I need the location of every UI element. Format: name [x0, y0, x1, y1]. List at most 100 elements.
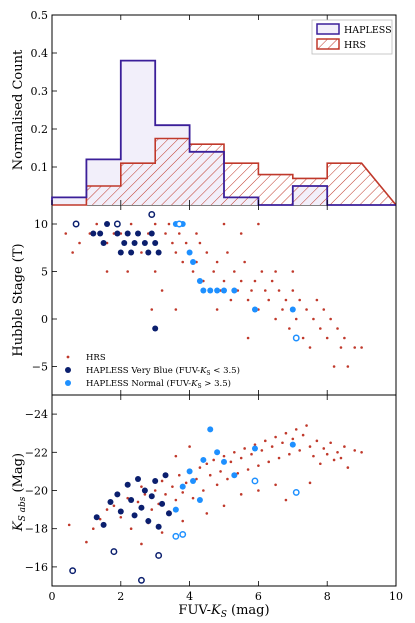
hrs-point	[278, 457, 281, 460]
hrs-point	[95, 223, 98, 226]
very-blue-point	[149, 231, 155, 237]
hrs-point	[120, 516, 123, 519]
hrs-point	[292, 270, 295, 273]
legend-normal-marker	[65, 380, 71, 386]
legend-normal-text: HAPLESS Normal (FUV-KS > 3.5)	[86, 378, 231, 390]
hrs-point	[295, 428, 298, 431]
hrs-point	[161, 480, 164, 483]
hrs-point	[206, 512, 209, 515]
y-tick-label: −20	[25, 485, 48, 498]
y-tick-label: −22	[25, 446, 48, 459]
hrs-point	[164, 493, 167, 496]
hrs-point	[243, 447, 246, 450]
hrs-point	[298, 299, 301, 302]
hrs-point	[257, 489, 260, 492]
hrs-point	[250, 289, 253, 292]
normal-open-point	[180, 532, 185, 537]
hrs-point	[247, 299, 250, 302]
very-blue-point	[125, 231, 131, 237]
hrs-point	[274, 270, 277, 273]
hrs-point	[292, 438, 295, 441]
hrs-point	[322, 447, 325, 450]
hrs-point	[309, 445, 312, 448]
normal-point	[214, 288, 220, 294]
very-blue-point	[142, 240, 148, 246]
x-tick-label: 10	[389, 590, 403, 603]
y-tick-label: 0.5	[31, 9, 49, 22]
y-tick-label: 10	[34, 218, 48, 231]
hrs-point	[175, 455, 178, 458]
hrs-point	[336, 327, 339, 330]
normal-open-point	[294, 335, 299, 340]
hrs-point	[271, 445, 274, 448]
very-blue-point	[138, 505, 144, 511]
very-blue-open-point	[139, 578, 144, 583]
hrs-point	[326, 337, 329, 340]
hrs-point	[216, 483, 219, 486]
hrs-point	[240, 457, 243, 460]
very-blue-point	[149, 493, 155, 499]
panel1-legend: HAPLESS HRS	[312, 20, 392, 54]
hrs-point	[223, 223, 226, 226]
very-blue-point	[152, 478, 158, 484]
normal-point	[231, 288, 237, 294]
hrs-point	[292, 289, 295, 292]
very-blue-open-point	[70, 568, 75, 573]
hrs-point	[226, 251, 229, 254]
x-tick-label: 8	[324, 590, 331, 603]
legend-hapless-swatch	[317, 24, 339, 34]
hrs-point	[333, 365, 336, 368]
hrs-point	[340, 457, 343, 460]
x-tick-label: 6	[255, 590, 262, 603]
normal-point	[290, 307, 296, 313]
hrs-point	[181, 520, 184, 523]
y-tick-label: −16	[25, 561, 48, 574]
normal-point	[214, 449, 220, 455]
hrs-point	[274, 318, 277, 321]
very-blue-point	[101, 522, 107, 528]
hrs-point	[312, 318, 315, 321]
very-blue-point	[104, 221, 110, 227]
hrs-point	[309, 482, 312, 485]
hrs-point	[298, 449, 301, 452]
normal-point	[231, 472, 237, 478]
hrs-point	[274, 436, 277, 439]
hrs-point	[343, 337, 346, 340]
hrs-point	[92, 527, 95, 530]
very-blue-point	[132, 240, 138, 246]
hrs-point	[329, 318, 332, 321]
normal-open-point	[252, 478, 257, 483]
legend-hrs-text: HRS	[86, 353, 106, 363]
very-blue-point	[107, 499, 113, 505]
hrs-point	[171, 485, 174, 488]
hrs-point	[274, 483, 277, 486]
hrs-point	[192, 497, 195, 500]
y-tick-label: 0.4	[31, 47, 49, 60]
panel1-ylabel: Normalised Count	[11, 49, 26, 170]
legend-very-blue-text: HAPLESS Very Blue (FUV-KS < 3.5)	[86, 365, 240, 377]
legend-hrs-label: HRS	[344, 40, 366, 51]
hrs-point	[154, 223, 157, 226]
hrs-point	[233, 451, 236, 454]
hrs-point	[326, 453, 329, 456]
hrs-point	[353, 346, 356, 349]
hrs-point	[319, 462, 322, 465]
hrs-point	[206, 251, 209, 254]
legend-hrs-marker	[67, 356, 70, 359]
hrs-point	[199, 466, 202, 469]
hrs-point	[223, 455, 226, 458]
x-tick-label: 0	[49, 590, 56, 603]
hrs-point	[271, 280, 274, 283]
very-blue-point	[135, 476, 141, 482]
hrs-point	[233, 270, 236, 273]
hrs-point	[130, 223, 133, 226]
hrs-point	[316, 299, 319, 302]
hrs-point	[161, 531, 164, 534]
hrs-point	[150, 308, 153, 311]
hrs-point	[257, 464, 260, 467]
panel2-legend: HRS HAPLESS Very Blue (FUV-KS < 3.5) HAP…	[65, 353, 240, 390]
legend-very-blue-marker	[65, 367, 71, 373]
normal-point	[221, 459, 227, 465]
hrs-point	[178, 232, 181, 235]
normal-open-point	[173, 534, 178, 539]
